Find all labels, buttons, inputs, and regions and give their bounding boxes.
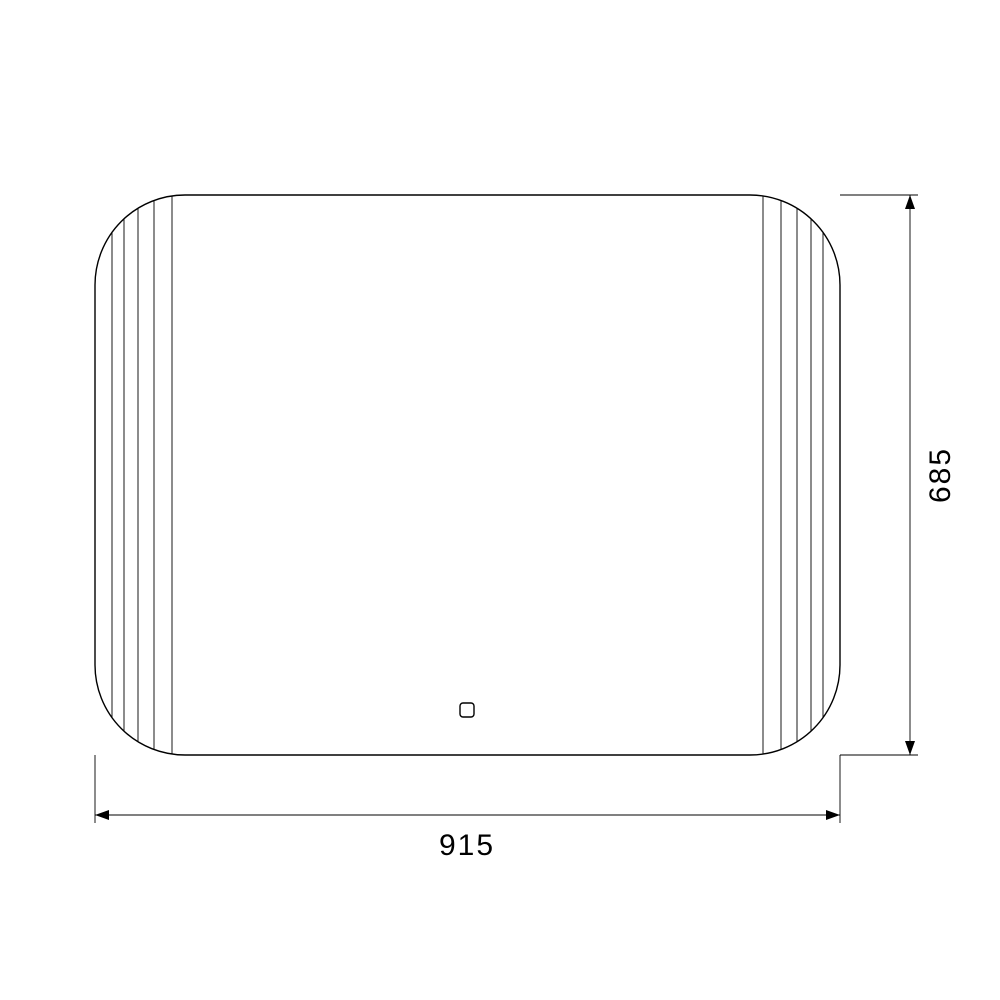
touch-button-icon	[460, 703, 474, 717]
height-value: 685	[924, 447, 957, 503]
dimension-drawing: 915 685	[0, 0, 1000, 1000]
mirror-outline	[95, 195, 840, 755]
side-stripes	[112, 190, 823, 760]
width-value: 915	[439, 829, 495, 862]
